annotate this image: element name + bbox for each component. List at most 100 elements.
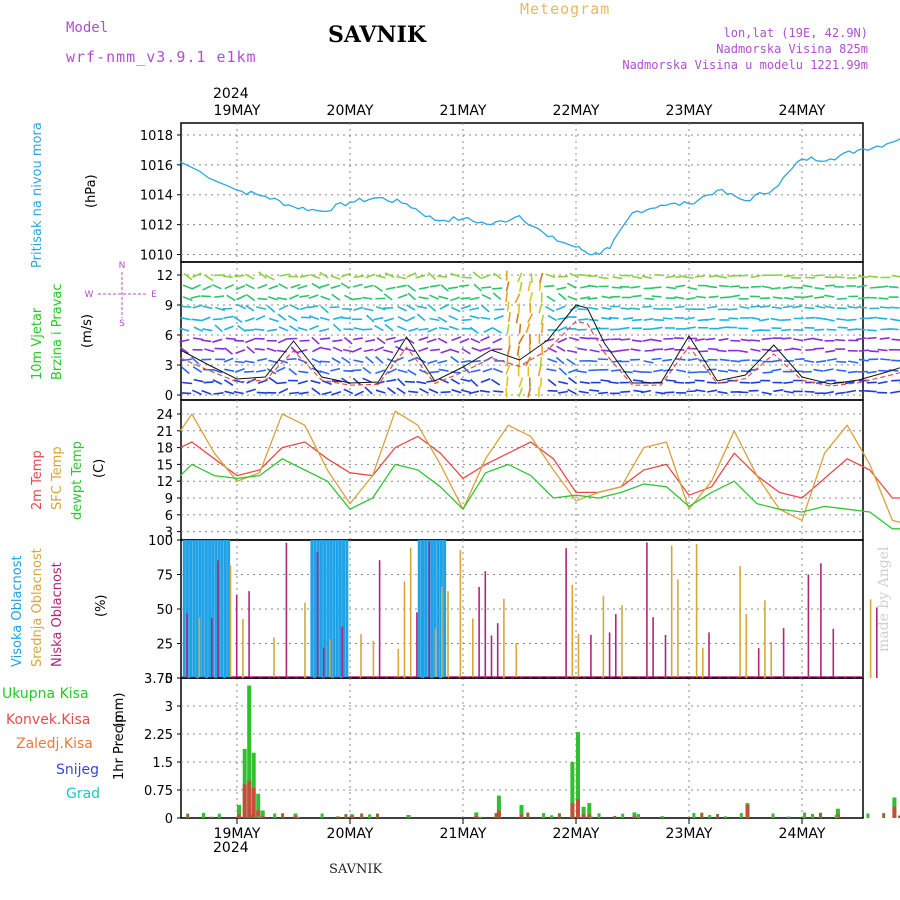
wind-ylabel-1: 10m Vjetar	[30, 307, 45, 380]
wind-arrow-705	[802, 295, 813, 299]
wind-arrow-555	[675, 358, 686, 361]
wind-arrow-220	[374, 346, 384, 352]
precip-conv-bar-6	[570, 803, 575, 818]
precip-small-bar-10	[336, 816, 340, 818]
wind-arrow-107	[265, 274, 275, 281]
wind-arrow-87	[257, 357, 268, 362]
precip-small-bar-11	[344, 814, 348, 818]
x-label-bottom-3: 22MAY	[553, 826, 600, 842]
wind-arrow-724	[825, 349, 836, 353]
wind-arrow-108	[278, 387, 289, 394]
precip-total-bar-10	[293, 813, 298, 818]
cloud-bar-high-26	[345, 540, 349, 678]
wind-arrow-155	[310, 273, 321, 280]
wind-arrow-391	[527, 313, 534, 323]
wind-arrow-511	[632, 318, 643, 322]
cloud-bar-93	[820, 563, 822, 678]
wind-arrow-774	[866, 329, 877, 332]
wind-arrow-384	[527, 387, 532, 398]
wind-arrow-411	[547, 357, 558, 363]
wind-arrow-799	[890, 318, 900, 322]
wind-arrow-461	[588, 337, 599, 340]
wind-arrow-622	[729, 285, 740, 288]
wind-arrow-40	[214, 347, 225, 350]
precip-small-bar-41	[898, 815, 900, 818]
wind-arrow-547	[662, 317, 673, 320]
wind-arrow-521	[642, 338, 653, 342]
ytick-label-3-0: 0	[165, 672, 173, 687]
cloud-bar-high-15	[310, 540, 314, 678]
wind-arrow-382	[519, 281, 523, 292]
temp-ylabel-dewpt: dewpt Temp	[70, 440, 85, 520]
wind-arrow-49	[223, 379, 234, 386]
wind-arrow-92	[256, 306, 267, 310]
cloud-bar-51	[360, 634, 362, 678]
cloud-bar-38	[211, 618, 213, 678]
wind-arrow-202	[352, 283, 363, 288]
wind-arrow-343	[480, 316, 491, 320]
wind-arrow-769	[866, 381, 877, 384]
wind-arrow-398	[537, 365, 542, 377]
wind-arrow-75	[244, 360, 255, 364]
precip-conv-bar-17	[745, 804, 750, 818]
wind-arrow-317	[459, 338, 470, 344]
wind-arrow-310	[447, 286, 459, 290]
wind-arrow-370	[505, 281, 510, 292]
wind-arrow-758	[857, 370, 868, 373]
wind-arrow-59	[222, 275, 233, 279]
wind-arrow-477	[601, 295, 612, 299]
wind-arrow-235	[383, 317, 395, 322]
precip-small-bar-29	[708, 815, 712, 818]
wind-arrow-620	[727, 308, 738, 311]
cloud-bar-78	[646, 542, 648, 678]
wind-arrow-51	[223, 357, 234, 363]
precip-small-bar-36	[811, 813, 814, 818]
wind-arrow-269	[418, 336, 429, 341]
wind-arrow-623	[728, 274, 739, 278]
wind-arrow-81	[246, 293, 256, 302]
wind-arrow-95	[258, 271, 267, 279]
wind-arrow-100	[266, 347, 277, 353]
wind-arrow-576	[695, 389, 706, 393]
wind-arrow-72	[245, 388, 256, 393]
wind-arrow-550	[666, 286, 677, 290]
wind-arrow-83	[244, 273, 255, 280]
wind-arrow-261	[407, 292, 417, 301]
wind-arrow-694	[793, 286, 804, 289]
wind-arrow-728	[824, 305, 835, 309]
wind-arrow-703	[805, 316, 816, 319]
x-label-top-2: 21MAY	[440, 103, 487, 119]
precip-total-bar-6	[570, 762, 575, 818]
wind-arrow-492	[620, 390, 631, 393]
wind-arrow-151	[309, 315, 320, 321]
cloud-bar-61	[447, 591, 449, 678]
wind-arrow-789	[878, 297, 889, 300]
wind-arrow-795	[890, 359, 900, 362]
wind-arrow-499	[623, 317, 634, 320]
cloud-bar-71	[571, 584, 574, 678]
wind-arrow-383	[517, 272, 523, 283]
wind-arrow-528	[655, 391, 666, 395]
wind-arrow-165	[320, 295, 331, 301]
cloud-bar-65	[484, 571, 487, 678]
wind-arrow-79	[244, 317, 255, 323]
cloud-bar-high-14	[227, 540, 231, 678]
wind-arrow-735	[836, 360, 847, 363]
wind-arrow-173	[332, 339, 343, 343]
wind-arrow-71	[234, 274, 245, 278]
cloud-bar-56	[409, 547, 412, 678]
compass-south: S	[119, 319, 125, 329]
wind-arrow-574	[687, 286, 698, 291]
cloud-bar-high-19	[323, 540, 327, 678]
wind-arrow-377	[517, 335, 524, 345]
wind-arrow-52	[224, 347, 234, 355]
wind-arrow-41	[212, 338, 223, 343]
cloud-bar-57	[416, 612, 418, 678]
wind-arrow-686	[793, 370, 804, 373]
wind-arrow-353	[492, 337, 503, 344]
cloud-bar-high-24	[338, 540, 342, 678]
wind-arrow-472	[600, 349, 611, 352]
wind-arrow-355	[493, 314, 504, 320]
wind-arrow-732	[835, 391, 846, 395]
wind-arrow-224	[375, 306, 386, 311]
